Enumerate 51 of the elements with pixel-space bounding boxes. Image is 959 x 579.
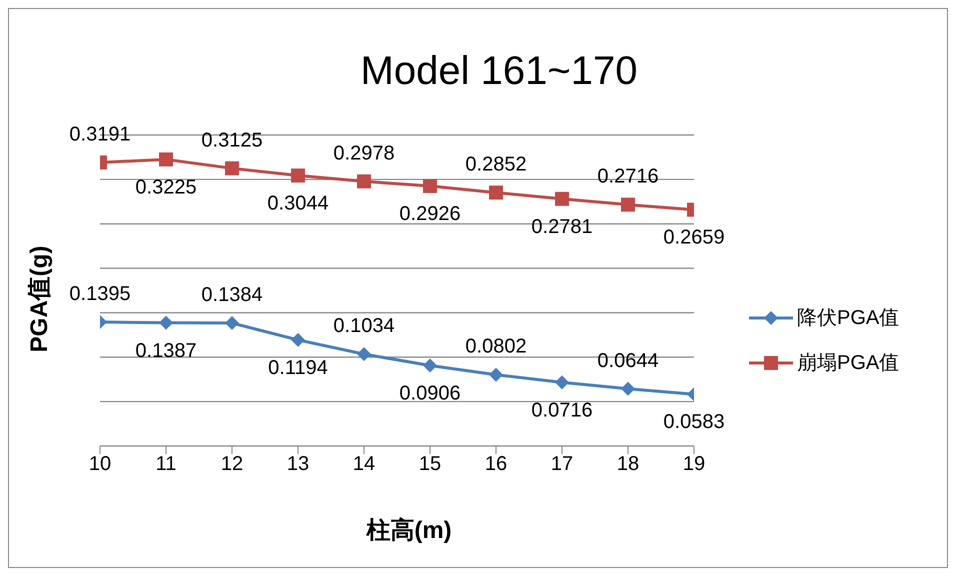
- point: [291, 168, 305, 183]
- point: [159, 316, 173, 330]
- point: [621, 198, 635, 212]
- legend-label: 降伏PGA值: [797, 306, 900, 331]
- chart-title: Model 161~170: [360, 49, 638, 94]
- data-label: 0.1194: [268, 356, 328, 379]
- data-label: 0.2852: [465, 154, 527, 176]
- data-label: 0.3125: [201, 129, 263, 152]
- data-label: 0.1387: [135, 340, 197, 362]
- x-tick-label: 19: [682, 453, 706, 476]
- data-label: 0.3191: [69, 123, 131, 146]
- data-label: 0.0644: [597, 350, 659, 372]
- point: [357, 347, 371, 362]
- data-label: 0.2659: [663, 226, 725, 249]
- point: [225, 316, 239, 330]
- y-axis-title: PGA值(g): [25, 246, 54, 352]
- data-label: 0.1384: [201, 284, 263, 306]
- point: [555, 375, 569, 390]
- data-label: 0.2926: [399, 203, 461, 226]
- point: [159, 152, 173, 166]
- x-tick-label: 10: [88, 453, 112, 476]
- data-label: 0.1034: [333, 315, 395, 338]
- x-tick-label: 15: [418, 453, 442, 476]
- x-tick-label: 17: [550, 453, 574, 476]
- x-tick-label: 13: [286, 453, 310, 476]
- x-tick-label: 16: [484, 453, 508, 476]
- point: [621, 382, 635, 396]
- data-label: 0.2716: [597, 166, 659, 188]
- data-label: 0.2978: [333, 142, 395, 164]
- point: [489, 368, 503, 382]
- data-label: 0.1395: [69, 283, 131, 306]
- data-label: 0.0583: [663, 411, 725, 434]
- data-label: 0.0716: [531, 399, 593, 422]
- data-label: 0.2781: [531, 216, 593, 238]
- x-tick-label: 11: [156, 453, 176, 476]
- x-tick-label: 18: [616, 453, 640, 476]
- data-label: 0.3225: [135, 176, 197, 198]
- data-label: 0.3044: [267, 192, 329, 215]
- x-axis-title: 柱高(m): [365, 516, 453, 546]
- data-label: 0.0906: [399, 382, 461, 404]
- point: [423, 179, 437, 194]
- point: [423, 358, 437, 372]
- data-label: 0.0802: [465, 336, 527, 358]
- point: [489, 186, 503, 200]
- point: [357, 174, 371, 188]
- point: [291, 332, 305, 347]
- point: [225, 161, 239, 176]
- legend-label: 崩塌PGA值: [797, 351, 900, 376]
- x-tick-label: 12: [220, 453, 244, 476]
- x-tick-label: 14: [352, 453, 376, 476]
- point: [555, 192, 569, 206]
